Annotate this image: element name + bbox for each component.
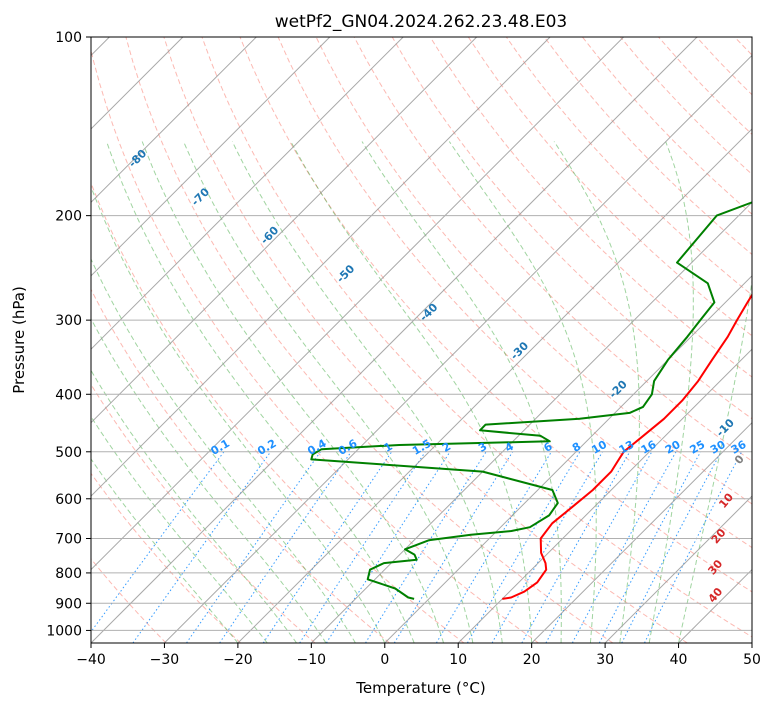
dry-adiabat: [201, 37, 752, 638]
mixing-ratio-line: [365, 451, 487, 643]
chart-title: wetPf2_GN04.2024.262.23.48.E03: [275, 12, 567, 32]
y-tick-label: 800: [55, 566, 82, 582]
dry-adiabat: [239, 37, 752, 593]
mixing-ratio-line: [571, 451, 677, 643]
x-tick-label: 40: [670, 652, 688, 668]
dry-adiabat: [91, 558, 167, 643]
dry-adiabat: [91, 472, 241, 643]
mixing-ratio-line: [132, 451, 272, 643]
x-tick-label: −40: [76, 652, 106, 668]
x-axis-label: Temperature (°C): [355, 679, 485, 697]
dry-adiabat: [91, 383, 316, 643]
temperature-line: [502, 293, 752, 600]
dry-adiabat: [391, 37, 752, 420]
isotherm: [91, 37, 551, 497]
isotherm: [91, 37, 698, 643]
dry-adiabat: [467, 37, 752, 337]
isotherm: [91, 37, 624, 571]
isotherm: [91, 37, 404, 350]
isotherm: [91, 37, 257, 204]
mixing-ratio-line: [91, 451, 225, 633]
y-tick-label: 100: [55, 30, 82, 46]
x-axis: −40 −30 −20 −10 0 10 20 30 40 50: [76, 643, 761, 668]
isotherm: [164, 54, 752, 643]
y-tick-label: 500: [55, 445, 82, 461]
y-axis: 1000 900 800 700 600 500 400 300 200 100: [46, 30, 91, 639]
isotherm: [310, 201, 752, 643]
mixing-ratio-line: [598, 451, 702, 643]
y-tick-label: 300: [55, 313, 82, 329]
isotherm: [91, 37, 478, 424]
mixing-ratio-line: [325, 451, 451, 643]
dry-adiabat: [125, 37, 614, 643]
y-tick-label: 200: [55, 209, 82, 225]
plot-frame: [90, 36, 753, 644]
mixing-ratio-line: [545, 451, 653, 643]
isotherm: [457, 348, 752, 643]
isotherm: [237, 128, 752, 643]
y-tick-label: 1000: [46, 623, 82, 639]
dry-adiabat: [315, 37, 752, 505]
mixing-ratio-line: [521, 451, 631, 643]
mixing-ratio-line: [186, 451, 321, 643]
x-tick-label: 10: [449, 652, 467, 668]
dewpoint-line: [310, 201, 752, 600]
x-tick-label: −30: [150, 652, 180, 668]
mixing-ratio-line: [299, 451, 426, 643]
dry-adiabat: [163, 37, 688, 643]
dry-adiabat: [91, 288, 390, 643]
dry-adiabat: [505, 37, 752, 296]
isotherm: [604, 495, 752, 643]
dry-adiabat: [277, 37, 752, 549]
y-tick-label: 400: [55, 387, 82, 403]
y-tick-label: 900: [55, 596, 82, 612]
y-tick-label: 600: [55, 492, 82, 508]
y-axis-label: Pressure (hPa): [10, 286, 28, 394]
x-tick-label: −10: [297, 652, 327, 668]
mixing-ratio-line: [262, 451, 393, 643]
gridlines: [91, 36, 752, 631]
dry-adiabat: [91, 181, 465, 643]
x-tick-label: −20: [223, 652, 253, 668]
series-lines: [310, 201, 752, 600]
x-tick-label: 20: [523, 652, 541, 668]
isotherm: [384, 275, 752, 643]
x-tick-label: 50: [743, 652, 761, 668]
mixing-ratio-line: [219, 451, 352, 643]
dry-adiabat: [91, 48, 539, 643]
x-tick-label: 30: [596, 652, 614, 668]
x-tick-label: 0: [380, 652, 389, 668]
mixing-ratio-line: [435, 451, 552, 643]
y-tick-label: 700: [55, 532, 82, 548]
isotherm: [91, 37, 331, 277]
isotherm: [531, 421, 752, 643]
